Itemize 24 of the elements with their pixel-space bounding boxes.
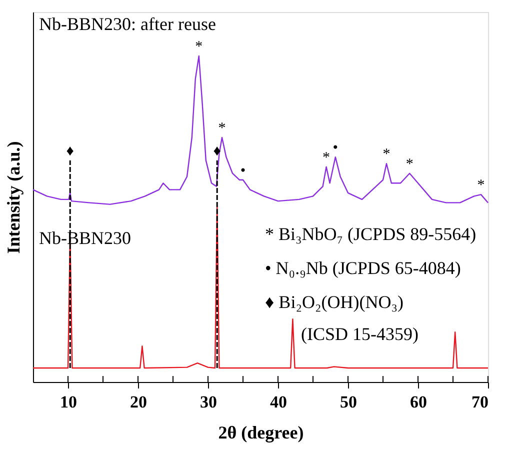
x-tick-label: 40 <box>270 392 287 412</box>
annotation: * <box>322 150 330 166</box>
x-axis-title: 2θ (degree) <box>218 422 304 442</box>
annotation: ♦ Bi₂O₂(OH)(NO₃) <box>265 292 404 312</box>
x-tick-label: 70 <box>472 392 488 412</box>
annotation: • <box>240 162 246 179</box>
x-tick-label: 50 <box>340 392 357 412</box>
annotation: ♦ <box>66 143 74 160</box>
annotation: * <box>477 178 485 194</box>
annotation: * <box>406 156 414 172</box>
series-label: Nb-BBN230 <box>39 228 132 248</box>
x-tick-label: 20 <box>130 392 147 412</box>
annotation: * <box>218 120 226 137</box>
x-tick-label: 10 <box>60 392 77 412</box>
annotation: • N₀.₉Nb (JCPDS 65-4084) <box>265 258 461 278</box>
x-tick-label: 30 <box>200 392 217 412</box>
x-tick-label: 60 <box>410 392 427 412</box>
annotation: * Bi₃NbO₇ (JCPDS 89-5564) <box>265 224 476 244</box>
annotation: * <box>382 146 390 163</box>
annotation: * <box>195 39 203 56</box>
annotation: (ICSD 15-4359) <box>301 324 418 344</box>
y-axis-title: Intensity (a.u.) <box>4 141 24 254</box>
series-label: Nb-BBN230: after reuse <box>39 14 216 34</box>
annotation: • <box>332 140 338 156</box>
